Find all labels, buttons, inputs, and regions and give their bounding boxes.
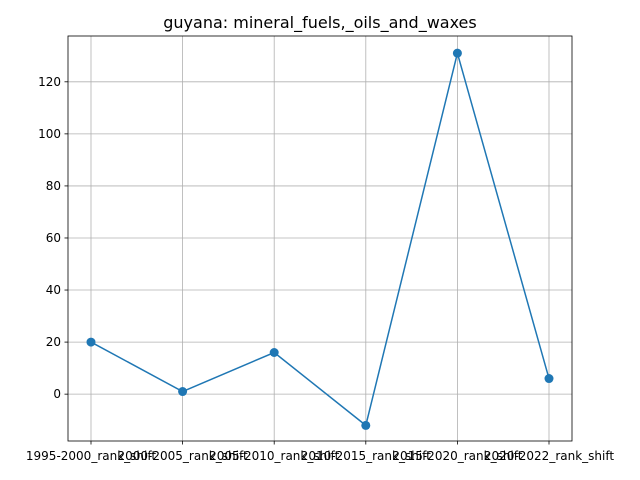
data-point	[269, 348, 279, 358]
x-tick-label: 2010-2015_rank_shift	[301, 449, 431, 463]
data-point	[544, 374, 554, 384]
x-tick-label: 2015-2020_rank_shift	[392, 449, 522, 463]
data-point	[86, 337, 96, 347]
series-layer	[86, 48, 554, 430]
series-line	[90, 50, 550, 427]
x-tick-label: 2005-2010_rank_shift	[209, 449, 339, 463]
y-tick-label: 100	[38, 127, 61, 141]
x-tick-label: 2020-2022_rank_shift	[484, 449, 614, 463]
y-tick-label: 20	[46, 335, 61, 349]
y-tick-label: 40	[46, 283, 61, 297]
grid	[68, 36, 572, 441]
tick-labels: 0 20 40 60 80 100 120 1995-2000_rank_shift2000-…	[26, 75, 614, 463]
x-tick-label: 2000-2005_rank_shift	[118, 449, 248, 463]
y-tick-label: 0	[53, 387, 61, 401]
plot-frame	[67, 35, 573, 442]
x-tick-label: 1995-2000_rank_shift	[26, 449, 156, 463]
chart-title: guyana: mineral_fuels,_oils_and_waxes	[163, 13, 476, 33]
axes	[64, 35, 573, 445]
y-tick-label: 60	[46, 231, 61, 245]
y-tick-label: 120	[38, 75, 61, 89]
data-point	[452, 48, 462, 58]
data-point	[361, 420, 371, 430]
y-tick-label: 80	[46, 179, 61, 193]
data-point	[178, 387, 188, 397]
